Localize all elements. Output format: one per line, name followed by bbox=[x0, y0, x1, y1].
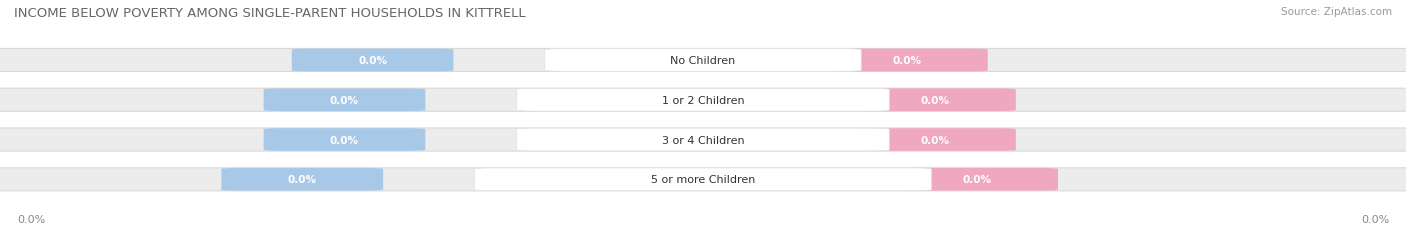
Text: Source: ZipAtlas.com: Source: ZipAtlas.com bbox=[1281, 7, 1392, 17]
FancyBboxPatch shape bbox=[897, 168, 1057, 191]
FancyBboxPatch shape bbox=[222, 168, 382, 191]
FancyBboxPatch shape bbox=[855, 89, 1015, 112]
FancyBboxPatch shape bbox=[0, 89, 1406, 112]
Text: 0.0%: 0.0% bbox=[359, 56, 387, 66]
FancyBboxPatch shape bbox=[475, 168, 932, 191]
Text: No Children: No Children bbox=[671, 56, 735, 66]
FancyBboxPatch shape bbox=[291, 49, 453, 72]
Text: 0.0%: 0.0% bbox=[893, 56, 921, 66]
Text: 0.0%: 0.0% bbox=[288, 175, 316, 185]
FancyBboxPatch shape bbox=[827, 49, 987, 72]
Text: 0.0%: 0.0% bbox=[921, 135, 949, 145]
Text: 1 or 2 Children: 1 or 2 Children bbox=[662, 95, 744, 105]
FancyBboxPatch shape bbox=[855, 129, 1015, 151]
FancyBboxPatch shape bbox=[264, 89, 425, 112]
FancyBboxPatch shape bbox=[0, 49, 1406, 72]
Text: 0.0%: 0.0% bbox=[330, 95, 359, 105]
Text: 5 or more Children: 5 or more Children bbox=[651, 175, 755, 185]
FancyBboxPatch shape bbox=[546, 49, 860, 72]
Text: 0.0%: 0.0% bbox=[330, 135, 359, 145]
Text: 0.0%: 0.0% bbox=[1361, 214, 1389, 225]
FancyBboxPatch shape bbox=[0, 168, 1406, 191]
FancyBboxPatch shape bbox=[264, 129, 425, 151]
Text: 3 or 4 Children: 3 or 4 Children bbox=[662, 135, 744, 145]
FancyBboxPatch shape bbox=[0, 128, 1406, 151]
Text: 0.0%: 0.0% bbox=[17, 214, 45, 225]
FancyBboxPatch shape bbox=[517, 129, 890, 151]
Text: INCOME BELOW POVERTY AMONG SINGLE-PARENT HOUSEHOLDS IN KITTRELL: INCOME BELOW POVERTY AMONG SINGLE-PARENT… bbox=[14, 7, 526, 20]
Text: 0.0%: 0.0% bbox=[921, 95, 949, 105]
FancyBboxPatch shape bbox=[517, 89, 890, 112]
Text: 0.0%: 0.0% bbox=[963, 175, 991, 185]
